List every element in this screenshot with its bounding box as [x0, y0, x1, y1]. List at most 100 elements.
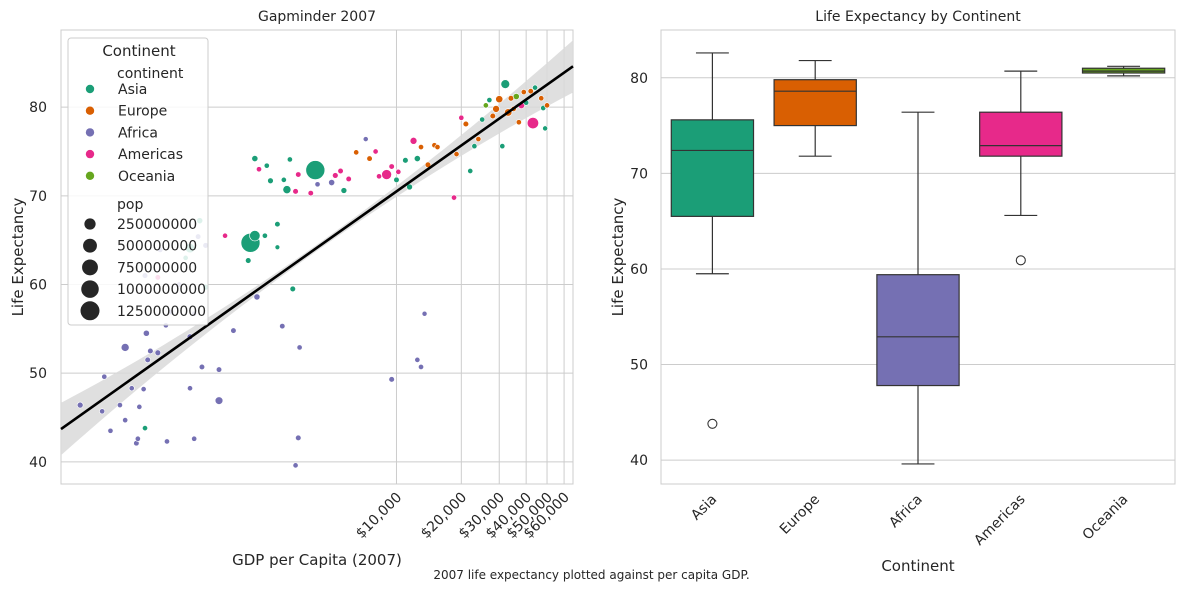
- scatter-point-africa: [388, 376, 395, 383]
- legend-size-label: 1000000000: [117, 282, 206, 298]
- scatter-point-asia: [471, 143, 478, 150]
- boxplot-x-tick-label: Oceania: [1080, 492, 1132, 544]
- boxplot-y-tick-label: 80: [630, 71, 648, 87]
- legend-size-marker: [80, 301, 100, 321]
- scatter-point-asia: [286, 156, 293, 163]
- boxplot-panel: 40 50 60 70 80 Asia Europe Africa Americas Ocean…: [609, 9, 1176, 575]
- scatter-point-africa: [99, 408, 106, 415]
- scatter-point-africa: [296, 344, 303, 351]
- scatter-point-europe: [538, 95, 545, 102]
- scatter-point-africa: [295, 434, 302, 442]
- scatter-point-europe: [527, 88, 534, 95]
- scatter-point-asia: [274, 244, 281, 250]
- scatter-point-africa: [214, 396, 224, 405]
- box-outlier: [707, 418, 718, 429]
- scatter-point-europe: [353, 149, 360, 156]
- scatter-point-americas: [451, 194, 457, 201]
- scatter-point-africa: [198, 363, 206, 371]
- scatter-point-europe: [489, 112, 496, 120]
- scatter-y-tick-labels: 40 50 60 70 80: [29, 100, 47, 471]
- regression-line-group: [60, 65, 574, 431]
- scatter-point-americas: [388, 163, 395, 170]
- box-americas: [979, 70, 1063, 266]
- legend-size-marker: [81, 280, 99, 298]
- scatter-y-tick-label: 40: [29, 455, 47, 471]
- legend-marker-europe: [85, 106, 95, 115]
- legend-hue-entries: Asia Europe Africa Americas Oceania: [85, 82, 183, 185]
- scatter-point-africa: [314, 181, 321, 188]
- scatter-point-americas: [372, 148, 379, 155]
- legend-label-asia: Asia: [118, 82, 147, 98]
- scatter-point-africa: [140, 386, 147, 393]
- legend-size-marker: [82, 259, 98, 276]
- scatter-point-africa: [76, 401, 84, 409]
- scatter-point-asia: [289, 285, 296, 293]
- scatter-point-europe: [515, 119, 522, 126]
- scatter-point-africa: [147, 347, 154, 355]
- scatter-point-americas: [409, 137, 418, 145]
- scatter-point-americas: [458, 114, 465, 121]
- scatter-point-asia: [263, 162, 270, 169]
- scatter-x-tick-label: $10,000: [353, 490, 405, 542]
- scatter-y-tick-label: 80: [29, 100, 47, 116]
- legend-label-europe: Europe: [118, 104, 167, 120]
- scatter-point-africa: [421, 310, 428, 317]
- scatter-x-label: GDP per Capita (2007): [232, 551, 402, 569]
- boxplot-x-tick-label: Americas: [971, 492, 1028, 549]
- scatter-point-americas: [256, 166, 262, 173]
- scatter-point-oceania: [512, 93, 520, 100]
- scatter-point-europe: [492, 105, 500, 113]
- scatter-point-asia: [282, 185, 292, 194]
- scatter-point-europe: [434, 144, 441, 150]
- scatter-y-tick-label: 50: [29, 366, 47, 382]
- scatter-title: Gapminder 2007: [258, 9, 376, 25]
- scatter-point-europe: [418, 144, 424, 150]
- scatter-point-europe: [544, 102, 550, 109]
- scatter-point-africa: [230, 327, 237, 334]
- legend-frame: [67, 37, 209, 326]
- scatter-point-americas: [307, 190, 314, 197]
- scatter-point-americas: [526, 117, 539, 130]
- scatter-point-asia: [249, 230, 261, 242]
- scatter-point-asia: [261, 232, 268, 239]
- scatter-point-americas: [295, 171, 302, 178]
- legend-label-americas: Americas: [118, 147, 183, 163]
- legend-size-label: 500000000: [117, 239, 197, 255]
- boxplot-y-tick-label: 60: [630, 262, 648, 278]
- scatter-point-asia: [274, 221, 281, 228]
- legend-label-africa: Africa: [118, 125, 158, 141]
- scatter-point-africa: [292, 462, 299, 469]
- scatter-point-asia: [305, 160, 326, 180]
- scatter-point-africa: [120, 343, 130, 352]
- scatter-point-africa: [134, 435, 141, 442]
- figure-caption: 2007 life expectancy plotted against per…: [433, 568, 750, 582]
- scatter-point-africa: [187, 385, 193, 392]
- legend-marker-asia: [85, 84, 95, 94]
- scatter-point-africa: [414, 356, 421, 363]
- scatter-y-tick-label: 60: [29, 277, 47, 293]
- scatter-point-africa: [128, 385, 135, 392]
- scatter-point-africa: [253, 293, 261, 301]
- scatter-panel: 40 50 60 70 80 $10,000 $20,000$30,000$40,000$…: [9, 9, 574, 569]
- scatter-point-asia: [486, 97, 493, 104]
- scatter-point-oceania: [482, 102, 489, 109]
- scatter-point-europe: [462, 120, 470, 128]
- scatter-point-asia: [467, 168, 474, 174]
- scatter-point-africa: [215, 366, 223, 373]
- boxplot-y-tick-label: 40: [630, 453, 648, 469]
- scatter-point-africa: [122, 417, 129, 424]
- boxplot-x-tick-label: Africa: [886, 492, 926, 532]
- box-iqr: [876, 274, 960, 387]
- scatter-point-asia: [340, 187, 348, 194]
- boxplot-x-tick-label: Asia: [688, 492, 720, 524]
- scatter-point-asia: [280, 176, 287, 183]
- scatter-point-americas: [376, 173, 382, 180]
- box-africa: [876, 111, 960, 465]
- scatter-point-africa: [191, 435, 198, 442]
- scatter-point-africa: [107, 427, 114, 434]
- legend-size-label: 1250000000: [117, 304, 206, 320]
- boxplot-y-label: Life Expectancy: [609, 197, 627, 316]
- scatter-point-americas: [337, 167, 344, 175]
- box-oceania: [1081, 65, 1166, 77]
